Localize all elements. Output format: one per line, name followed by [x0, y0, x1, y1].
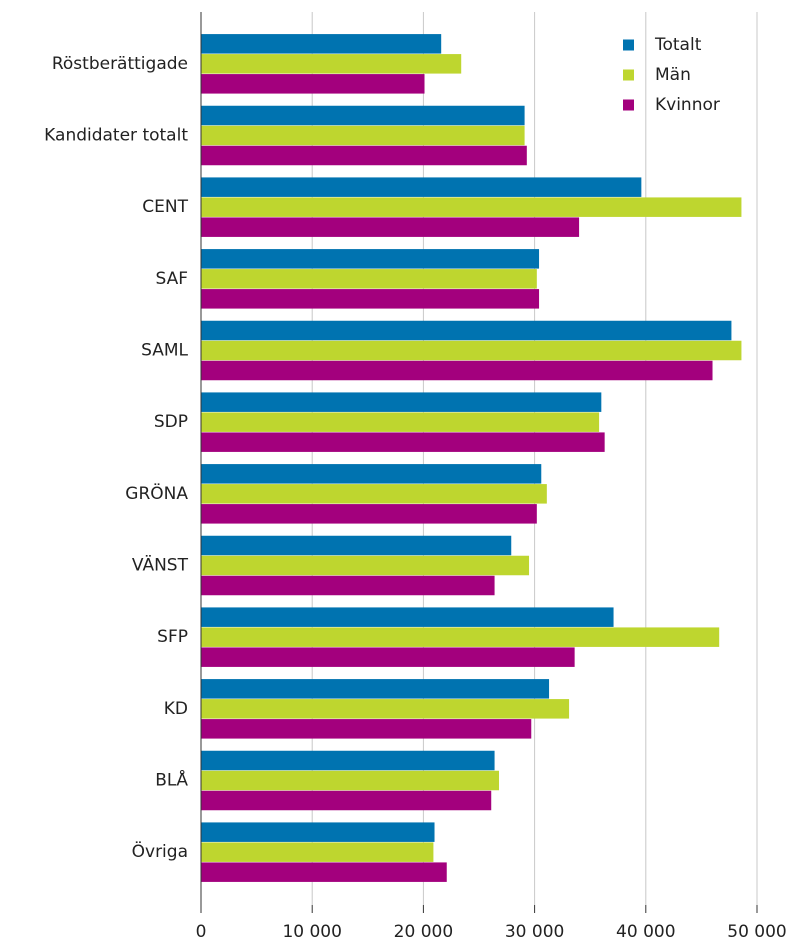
bar [201, 145, 527, 166]
bar [201, 432, 605, 452]
y-tick-label: SAML [141, 341, 188, 361]
x-tick-label: 10 000 [282, 922, 341, 942]
bar [201, 555, 530, 576]
y-tick-label: Kandidater totalt [44, 126, 188, 146]
x-tick-label: 50 000 [727, 922, 786, 942]
bar [201, 719, 532, 739]
bar [201, 627, 720, 647]
y-tick-label: KD [164, 699, 188, 719]
bar [201, 340, 742, 361]
bar [201, 197, 742, 217]
bar [201, 699, 570, 719]
legend-label: Totalt [654, 35, 702, 55]
bar [201, 125, 525, 146]
bar [201, 54, 462, 74]
y-tick-label: SAF [155, 269, 188, 289]
bar [201, 535, 512, 556]
legend-label: Män [655, 65, 691, 85]
x-tick-label: 30 000 [505, 922, 564, 942]
bar [201, 105, 525, 126]
bar [201, 217, 580, 237]
legend-swatch [623, 99, 634, 111]
bar [201, 679, 550, 699]
bar [201, 392, 602, 412]
bar [201, 575, 495, 596]
legend-label: Kvinnor [655, 95, 720, 115]
bar [201, 790, 492, 811]
bar [201, 770, 500, 791]
x-tick-label: 20 000 [394, 922, 453, 942]
bar [201, 504, 537, 524]
bar [201, 74, 425, 94]
bar [201, 822, 435, 842]
y-tick-label: Övriga [132, 840, 188, 862]
y-tick-label: BLÅ [155, 769, 188, 791]
bar [201, 289, 540, 309]
x-tick-label: 40 000 [616, 922, 675, 942]
bar [201, 842, 434, 862]
bar [201, 412, 600, 432]
bar [201, 750, 495, 771]
bar [201, 177, 642, 197]
bar [201, 484, 547, 504]
bar [201, 34, 442, 54]
y-tick-label: SDP [154, 412, 188, 432]
x-tick-label: 0 [196, 922, 207, 942]
bar [201, 607, 614, 627]
bar [201, 360, 713, 381]
y-tick-label: VÄNST [132, 555, 189, 576]
bar [201, 862, 447, 882]
y-tick-label: GRÖNA [125, 482, 188, 504]
bar [201, 249, 540, 269]
legend-swatch [623, 39, 634, 51]
bar [201, 464, 542, 484]
bar [201, 269, 537, 289]
y-tick-label: SFP [157, 627, 188, 647]
y-tick-label: Röstberättigade [52, 54, 188, 74]
y-tick-label: CENT [142, 197, 188, 217]
legend-swatch [623, 69, 634, 81]
bar [201, 647, 575, 667]
bar [201, 320, 732, 341]
